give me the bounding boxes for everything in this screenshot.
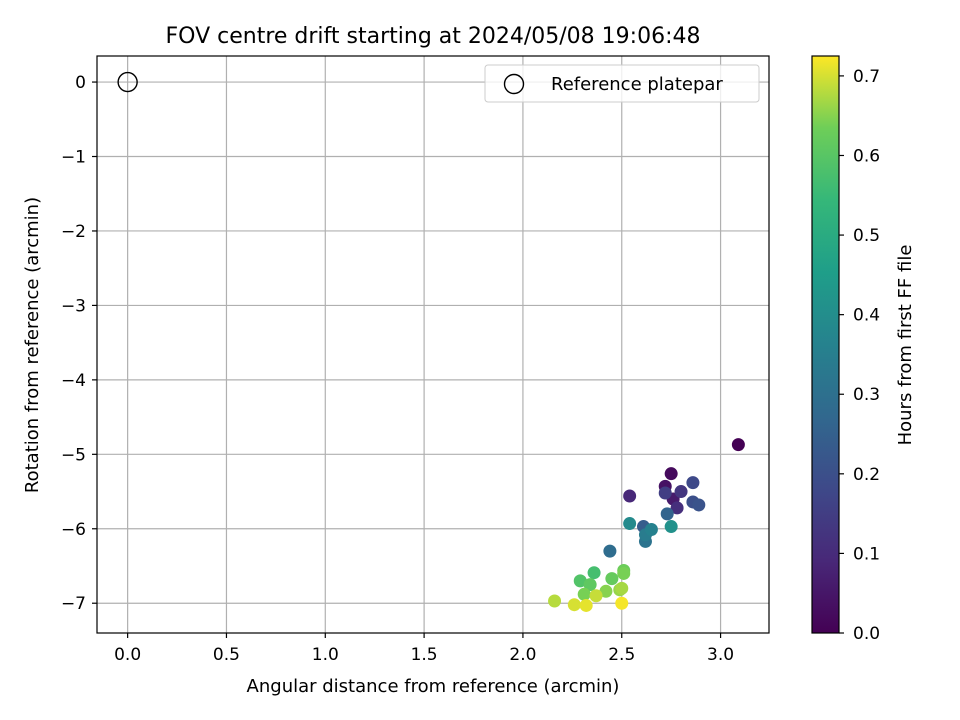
data-point: [617, 566, 631, 580]
colorbar-tick-label: 0.4: [853, 306, 880, 326]
colorbar-tick-label: 0.3: [853, 385, 880, 405]
colorbar-gradient: [811, 55, 840, 634]
y-tick-label: −1: [61, 148, 86, 168]
data-point: [577, 587, 591, 601]
colorbar-ticks: 0.0 0.1 0.2 0.3 0.4 0.5 0.6 0.7: [839, 67, 880, 644]
data-point: [664, 467, 678, 481]
reference-platepar-marker: [117, 71, 138, 93]
data-point: [605, 572, 619, 586]
colorbar: 0.0 0.1 0.2 0.3 0.4 0.5 0.6 0.7 Hours from firs…: [811, 55, 916, 644]
data-point: [670, 501, 684, 515]
x-tick-label: 0.5: [213, 645, 240, 665]
data-point: [686, 476, 700, 490]
x-axis-label: Angular distance from reference (arcmin): [247, 676, 620, 697]
colorbar-tick-label: 0.6: [853, 146, 880, 166]
colorbar-tick-label: 0.5: [853, 226, 880, 246]
data-point: [658, 486, 672, 500]
data-point: [615, 596, 629, 610]
data-point: [692, 498, 706, 512]
x-tick-label: 0.0: [114, 645, 141, 665]
data-point: [587, 566, 601, 580]
data-point: [644, 523, 658, 537]
x-tick-label: 1.5: [411, 645, 438, 665]
data-point: [548, 594, 562, 608]
y-tick-label: −5: [61, 445, 86, 465]
legend-marker-reference: [503, 73, 525, 95]
y-tick-label: −4: [61, 371, 86, 391]
colorbar-tick-label: 0.7: [853, 67, 880, 87]
y-axis-label: Rotation from reference (arcmin): [22, 197, 43, 493]
colorbar-tick-label: 0.1: [853, 544, 880, 564]
data-point: [583, 578, 597, 592]
data-point: [660, 507, 674, 521]
y-tick-label: −6: [61, 520, 86, 540]
data-point: [615, 581, 629, 595]
data-point: [623, 489, 637, 503]
x-tick-label: 3.0: [707, 645, 734, 665]
grid: [97, 56, 769, 633]
y-tick-label: 0: [75, 73, 86, 93]
y-axis-ticks: 0 −1 −2 −3 −4 −5 −6 −7: [61, 73, 97, 614]
colorbar-tick-label: 0.0: [853, 624, 880, 644]
plot-frame: [96, 55, 770, 634]
data-point: [664, 520, 678, 534]
y-tick-label: −3: [61, 296, 86, 316]
data-point: [579, 598, 593, 612]
data-point: [674, 485, 688, 499]
y-tick-label: −7: [61, 594, 86, 614]
chart-title: FOV centre drift starting at 2024/05/08 …: [166, 24, 701, 49]
x-tick-label: 2.0: [509, 645, 536, 665]
colorbar-tick-label: 0.2: [853, 465, 880, 485]
data-point: [567, 598, 581, 612]
colorbar-label: Hours from first FF file: [895, 245, 916, 446]
x-tick-label: 1.0: [312, 645, 339, 665]
data-points: [548, 438, 745, 612]
y-tick-label: −2: [61, 222, 86, 242]
legend: Reference platepar: [484, 64, 760, 103]
legend-label-reference: Reference platepar: [551, 74, 723, 95]
data-point: [603, 544, 617, 558]
legend-box: [484, 64, 760, 103]
data-point: [623, 517, 637, 531]
data-point: [599, 584, 613, 598]
x-axis-ticks: 0.0 0.5 1.0 1.5 2.0 2.5 3.0: [114, 633, 734, 665]
data-point: [731, 438, 745, 452]
reference-layer: [117, 71, 138, 93]
data-point: [589, 589, 603, 603]
data-point: [573, 574, 587, 588]
x-tick-label: 2.5: [608, 645, 635, 665]
